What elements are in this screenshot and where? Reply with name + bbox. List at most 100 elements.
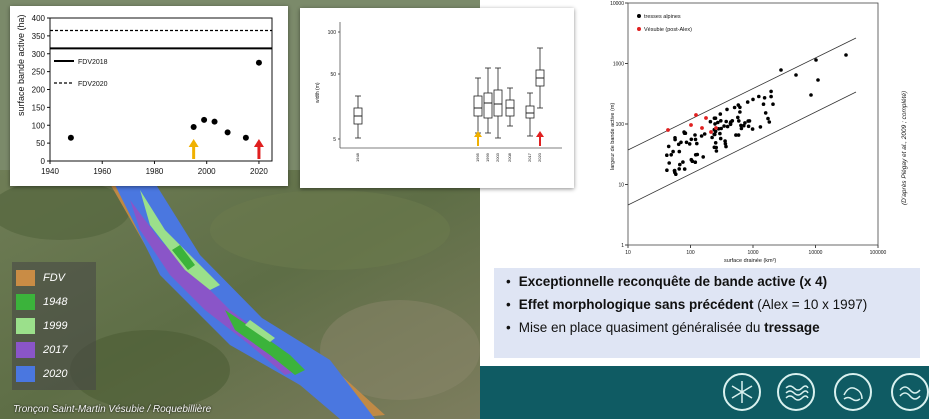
chart3-point [687,142,692,146]
chart3-point [814,58,818,62]
chart3-point [734,133,738,137]
chart3-point [767,120,772,124]
chart3-point-vesubie [694,113,698,117]
chart3-point [737,119,741,123]
finding-3: Mise en place quasiment généralisée du t… [506,320,920,335]
chart3-point [736,133,741,137]
chart1-point [190,124,197,131]
chart3-point [665,153,669,157]
chart3-point [816,78,820,82]
chart3-frame [627,2,879,246]
chart2-box [473,95,483,117]
chart2-xtick-label: 2017 [527,152,532,162]
legend-item-1948: 1948 [16,294,67,310]
chart1-ytick-label: 200 [32,86,46,95]
chart3-point-vesubie [666,128,670,132]
chart3-xlabel: surface drainée (km²) [724,258,776,264]
river-1999 [140,190,220,290]
key-findings: Exceptionnelle reconquête de bande activ… [494,268,920,358]
chart3-point [716,120,720,125]
chart2-ytick-label: 100 [328,30,337,36]
chart1-point [224,129,231,136]
chart3-point [738,110,742,114]
chart3-point [718,112,723,116]
chart3-point [714,145,718,150]
chart3-point [682,167,687,171]
chart1-point [242,134,249,141]
chart3-point [751,97,755,102]
chart3-point [677,149,682,154]
chart3-point [713,141,718,145]
chart3-point [769,94,773,99]
chart2-box [525,105,535,119]
chart2-arrowhead-1995 [474,131,482,137]
chart3-point [665,168,669,172]
chart3-point-vesubie [700,126,704,130]
chart3-point [681,160,685,164]
chart1-ytick-label: 150 [32,103,46,112]
map-caption: Tronçon Saint-Martin Vésubie / Roquebill… [13,404,212,415]
chart3-point [693,137,698,142]
chart3-point [779,68,783,72]
chart3-point [739,123,743,128]
chart3-point [699,134,704,138]
chart3-point [757,94,761,99]
chart2-box [483,92,493,119]
chart1-axes: 0 50 100 150 200 250 300 350 400 1940 1960 1980 2000… [32,14,273,176]
chart3-xtick-label: 1000 [747,250,758,256]
chart3-point [714,149,719,153]
aerial-photo [0,170,480,419]
chart3-point [809,93,813,97]
chart3-point [669,153,673,157]
chart1-xtick-label: 1960 [93,167,111,176]
chart3-point [722,124,726,128]
river-1948 [225,310,305,375]
chart1-ytick-label: 0 [41,157,46,166]
chart3-xtick-label: 100000 [870,250,887,256]
chart3-envelope-lower [627,91,857,206]
chart3-point [743,121,747,125]
chart3-point [725,107,729,112]
chart1-ytick-label: 50 [36,139,45,148]
chart3-point [745,100,750,104]
chart2-xtick-label: 2003 [495,152,500,162]
chart3-point [702,132,707,136]
chart3-point [671,149,675,154]
chart3-point [769,89,773,94]
wave-icon [891,373,929,411]
chart1-point [255,59,262,66]
chart-width-vs-drainage: 10000 1000 100 10 1 10 100 1000 10000 100000 larg… [606,0,908,264]
chart1-xtick-label: 1940 [41,167,59,176]
chart1-xtick-label: 1980 [146,167,164,176]
chart1-ytick-label: 250 [32,68,46,77]
chart3-point [771,102,775,106]
chart-width-boxplot: 100 50 5 1948 1995 1999 2003 2008 2017 2020 width… [300,8,574,188]
chart3-point [679,140,683,145]
chart2-ylabel: width (m) [315,82,321,103]
chart3-point [763,111,768,115]
chart3-point [684,140,689,145]
chart1-arrowhead-1995 [188,139,199,147]
chart3-point [678,162,682,167]
chart3-point [672,169,677,173]
chart3-point [738,105,742,110]
chart3-point-vesubie [714,126,718,130]
chart3-envelope-upper [627,37,857,151]
chart3-point [693,153,698,157]
chart3-ytick-label: 10 [618,183,624,189]
chart3-point [718,136,723,141]
snowflake-icon [723,373,761,411]
chart3-legend-marker-vesubie [637,27,641,31]
legend-item-2020: 2020 [16,366,67,382]
chart3-ylabel: largeur de bande active (m) [610,103,616,170]
chart3-credit: (D’après Piégay et al., 2009 ; complété) [901,91,908,205]
chart3-point [693,133,697,137]
chart3-legend-marker-alpine [637,14,641,18]
chart3-point [689,157,694,162]
chart1-xtick-label: 2020 [250,167,268,176]
chart-active-band-surface: 0 50 100 150 200 250 300 350 400 1940 1960 1980 2000… [10,6,288,186]
chart3-point [742,123,746,128]
chart1-legend-fdv2018: FDV2018 [78,59,108,66]
chart3-point [736,115,740,120]
chart1-point [201,116,208,123]
